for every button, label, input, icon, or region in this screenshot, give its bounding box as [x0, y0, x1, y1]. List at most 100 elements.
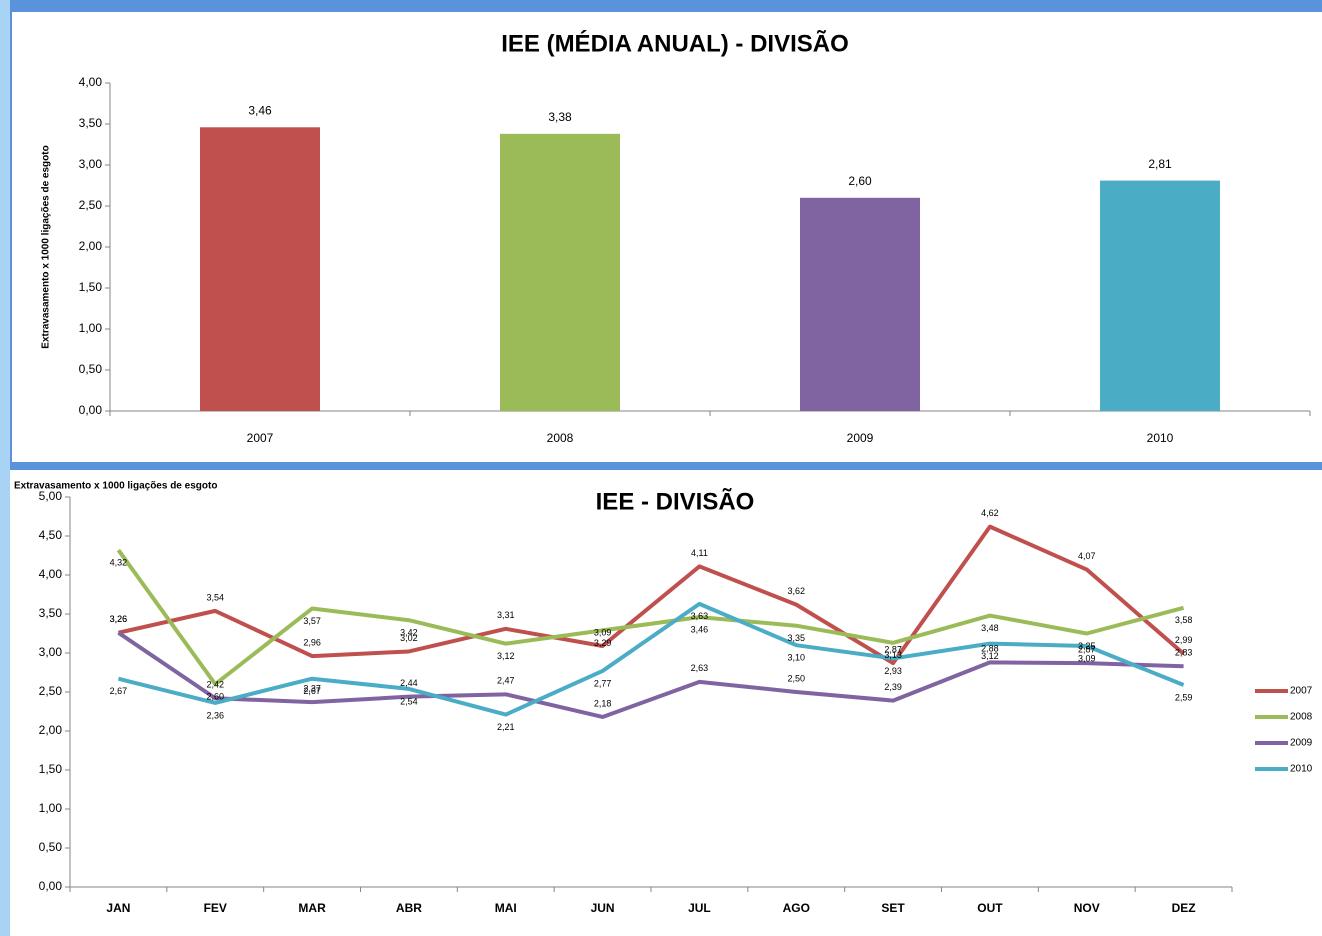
value-label: 2,42 — [206, 680, 224, 690]
value-label: 2,81 — [1148, 157, 1172, 171]
value-label: 2,54 — [400, 696, 418, 706]
value-label: 2,83 — [1175, 648, 1193, 658]
value-label: 3,09 — [1078, 653, 1096, 663]
value-label: 3,46 — [691, 624, 709, 634]
y-tick-label: 4,00 — [79, 75, 103, 89]
x-tick-label: ABR — [396, 901, 422, 915]
value-label: 2,59 — [1175, 692, 1193, 702]
value-label: 3,57 — [303, 616, 321, 626]
value-label: 4,32 — [110, 557, 128, 567]
value-label: 3,25 — [1078, 641, 1096, 651]
x-tick-label: AGO — [783, 901, 810, 915]
value-label: 3,63 — [691, 611, 709, 621]
legend-label: 2009 — [1290, 738, 1313, 749]
value-label: 2,39 — [884, 682, 902, 692]
y-tick-label: 3,50 — [79, 116, 103, 130]
value-label: 2,47 — [497, 676, 515, 686]
value-label: 3,38 — [548, 110, 572, 124]
value-label: 2,88 — [981, 644, 999, 654]
value-label: 3,42 — [400, 628, 418, 638]
y-tick-label: 0,00 — [79, 403, 103, 417]
x-tick-label: JUL — [688, 901, 711, 915]
value-label: 3,62 — [787, 586, 805, 596]
panel-bottom — [10, 470, 1322, 936]
y-tick-label: 2,50 — [79, 198, 103, 212]
x-tick-label: SET — [881, 901, 905, 915]
line — [117, 631, 1184, 719]
value-label: 2,63 — [691, 663, 709, 673]
chart-title: IEE (MÉDIA ANUAL) - DIVISÃO — [501, 29, 849, 57]
value-label: 2,60 — [206, 692, 224, 702]
y-tick-label: 1,50 — [39, 762, 63, 776]
legend-label: 2008 — [1290, 712, 1313, 723]
value-label: 4,62 — [981, 508, 999, 518]
value-label: 4,07 — [1078, 551, 1096, 561]
y-tick-label: 3,00 — [39, 645, 63, 659]
value-label: 4,11 — [691, 548, 708, 558]
value-label: 3,46 — [248, 103, 272, 117]
x-tick-label: JUN — [591, 901, 615, 915]
value-label: 2,77 — [594, 678, 612, 688]
value-label: 2,99 — [1175, 635, 1193, 645]
value-label: 3,26 — [110, 614, 128, 624]
y-tick-label: 4,00 — [39, 567, 63, 581]
value-label: 2,44 — [400, 678, 418, 688]
x-tick-label: 2009 — [847, 431, 874, 445]
value-label: 3,12 — [497, 651, 515, 661]
value-label: 2,93 — [884, 666, 902, 676]
value-label: 2,87 — [884, 645, 902, 655]
bar — [1100, 180, 1220, 411]
bar — [200, 127, 320, 411]
value-label: 3,48 — [981, 623, 999, 633]
x-tick-label: OUT — [977, 901, 1003, 915]
value-label: 2,37 — [303, 684, 321, 694]
bar — [500, 133, 620, 411]
y-tick-label: 1,00 — [39, 801, 63, 815]
line — [117, 524, 1185, 666]
value-label: 3,12 — [981, 651, 999, 661]
value-label: 3,26 — [110, 614, 128, 624]
value-label: 3,54 — [206, 592, 224, 602]
line — [117, 601, 1185, 717]
y-tick-label: 5,00 — [39, 489, 63, 503]
x-tick-label: FEV — [204, 901, 227, 915]
y-tick-label: 0,50 — [39, 840, 63, 854]
line — [116, 548, 1185, 687]
legend-label: 2010 — [1290, 764, 1313, 775]
value-label: 3,35 — [787, 633, 805, 643]
value-label: 2,50 — [787, 673, 805, 683]
y-tick-label: 3,00 — [79, 157, 103, 171]
y-tick-label: 4,50 — [39, 528, 63, 542]
y-axis-label: Extravasamento x 1000 ligações de esgoto — [41, 145, 52, 348]
value-label: 2,36 — [206, 710, 224, 720]
x-tick-label: NOV — [1074, 901, 1100, 915]
y-tick-label: 0,00 — [39, 879, 63, 893]
value-label: 2,87 — [1078, 645, 1096, 655]
frame-left — [0, 0, 10, 936]
legend-label: 2007 — [1290, 686, 1313, 697]
value-label: 3,09 — [594, 627, 612, 637]
value-label: 2,60 — [848, 174, 872, 188]
value-label: 2,18 — [594, 698, 612, 708]
x-tick-label: 2008 — [547, 431, 574, 445]
y-tick-label: 0,50 — [79, 362, 103, 376]
x-tick-label: DEZ — [1172, 901, 1196, 915]
y-tick-label: 1,00 — [79, 321, 103, 335]
value-label: 3,02 — [400, 633, 418, 643]
bar — [800, 197, 920, 411]
x-tick-label: MAR — [298, 901, 326, 915]
y-tick-label: 3,50 — [39, 606, 63, 620]
y-tick-label: 2,50 — [39, 684, 63, 698]
y-tick-label: 2,00 — [79, 239, 103, 253]
y-axis-label: Extravasamento x 1000 ligações de esgoto — [14, 481, 217, 492]
value-label: 3,58 — [1175, 615, 1193, 625]
x-tick-label: 2010 — [1147, 431, 1174, 445]
value-label: 3,29 — [594, 638, 612, 648]
y-tick-label: 2,00 — [39, 723, 63, 737]
chart-title: IEE - DIVISÃO — [596, 487, 755, 515]
value-label: 2,67 — [303, 686, 321, 696]
value-label: 2,96 — [303, 637, 321, 647]
value-label: 3,10 — [787, 653, 805, 663]
